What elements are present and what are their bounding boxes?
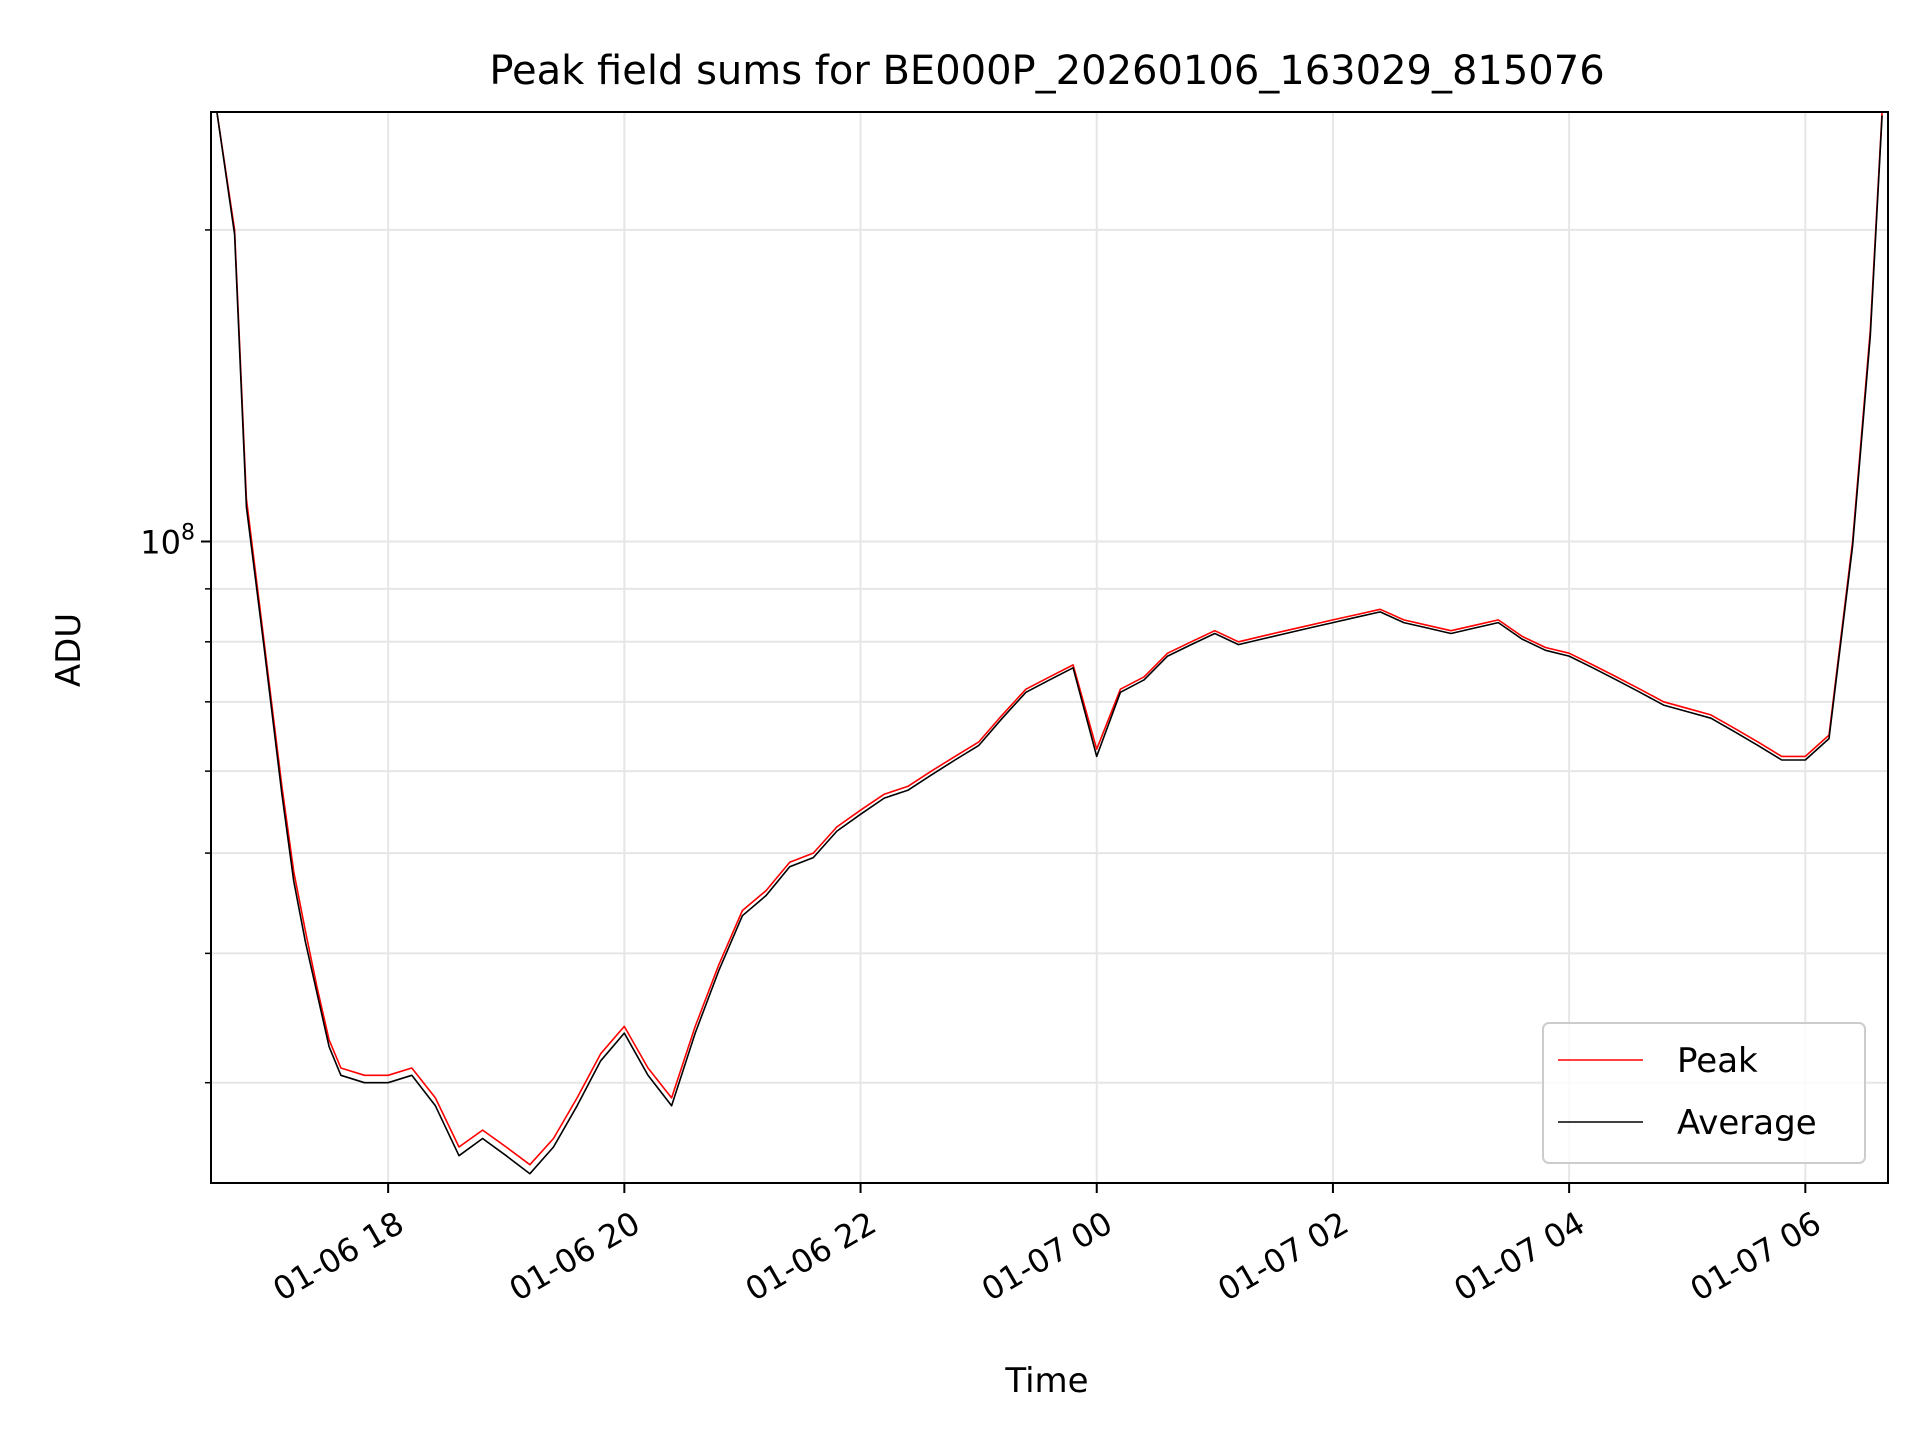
series-line-average <box>216 112 1883 1175</box>
legend-label-peak: Peak <box>1677 1041 1758 1081</box>
series-line-peak <box>216 112 1883 1166</box>
plot-frame <box>210 111 1889 1184</box>
plot-series <box>216 112 1883 1175</box>
legend-box <box>1542 1022 1866 1164</box>
chart-title: Peak field sums for BE000P_20260106_1630… <box>489 48 1604 94</box>
y-axis-ticks: 108 <box>140 229 211 1084</box>
y-axis-label: ADU <box>49 613 89 687</box>
legend: Peak Average <box>1542 1022 1866 1164</box>
legend-label-average: Average <box>1677 1103 1817 1143</box>
grid <box>211 112 1888 1183</box>
x-axis-label: Time <box>1004 1361 1088 1401</box>
y-tick-label: 108 <box>140 521 195 562</box>
